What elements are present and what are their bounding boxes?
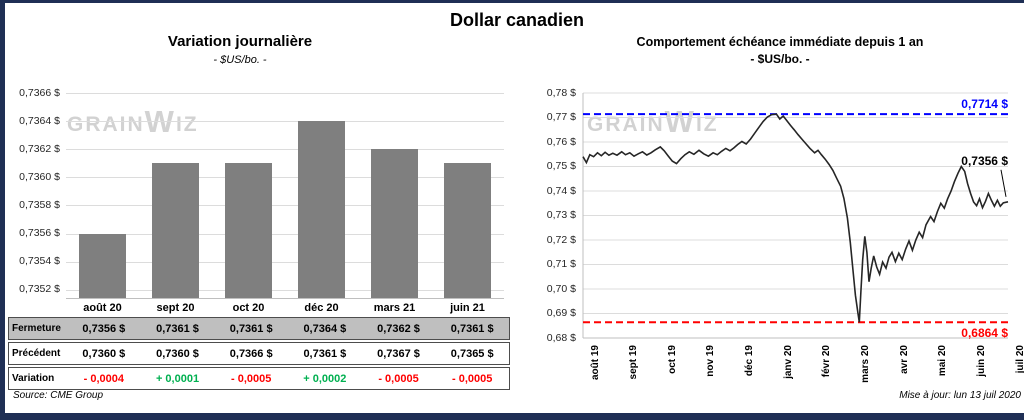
price-series-line [583, 114, 1008, 322]
category-label: oct 20 [212, 302, 285, 314]
last-price-label: 0,7356 $ [938, 154, 1008, 168]
y-tick-label: 0,7362 $ [8, 143, 60, 156]
bar-juin-21 [444, 163, 491, 298]
y-tick-label: 0,7360 $ [8, 171, 60, 184]
gridline [66, 234, 504, 235]
y-tick-label: 0,7358 $ [8, 199, 60, 212]
x-tick-label: mai 20 [937, 345, 948, 420]
table-cell: 0,7364 $ [288, 323, 362, 335]
y-tick-label: 0,70 $ [540, 283, 576, 296]
source-note: Source: CME Group [13, 390, 103, 401]
row-label: Précédent [9, 348, 67, 359]
table-cell: 0,7361 $ [141, 323, 215, 335]
x-tick-label: janv 20 [783, 345, 794, 420]
x-tick-label: oct 19 [667, 345, 678, 420]
row-label: Fermeture [9, 323, 67, 334]
page-title: Dollar canadien [5, 10, 1024, 31]
table-cell: 0,7361 $ [214, 323, 288, 335]
line-chart-title: Comportement échéance immédiate depuis 1… [558, 35, 1002, 49]
x-tick-label: juil 20 [1015, 345, 1024, 420]
y-tick-label: 0,78 $ [540, 87, 576, 100]
table-cell: 0,7356 $ [67, 323, 141, 335]
y-tick-label: 0,7356 $ [8, 227, 60, 240]
category-label: sept 20 [139, 302, 212, 314]
category-label: mars 21 [358, 302, 431, 314]
table-cell: 0,7362 $ [362, 323, 436, 335]
gridline [66, 93, 504, 94]
x-tick-label: juin 20 [976, 345, 987, 420]
gridline [66, 177, 504, 178]
table-cell: + 0,0001 [141, 373, 215, 385]
category-label: juin 21 [431, 302, 504, 314]
table-cell: - 0,0005 [362, 373, 436, 385]
bar-chart: 0,7366 $ 0,7364 $ 0,7362 $ 0,7360 $ 0,7358 $… [8, 81, 512, 321]
x-tick-label: août 19 [590, 345, 601, 420]
category-label: déc 20 [285, 302, 358, 314]
y-tick-label: 0,75 $ [540, 160, 576, 173]
y-tick-label: 0,71 $ [540, 258, 576, 271]
bar-oct-20 [225, 163, 272, 298]
gridline [66, 121, 504, 122]
x-tick-label: sept 19 [628, 345, 639, 420]
x-tick-label: nov 19 [705, 345, 716, 420]
y-tick-label: 0,7366 $ [8, 87, 60, 100]
table-cell: 0,7366 $ [214, 348, 288, 360]
gridline [66, 205, 504, 206]
y-tick-label: 0,7352 $ [8, 283, 60, 296]
resistance-label: 0,7714 $ [938, 97, 1008, 111]
bar-août-20 [79, 234, 126, 298]
y-tick-label: 0,69 $ [540, 307, 576, 320]
table-cell: 0,7360 $ [141, 348, 215, 360]
line-chart-canvas [583, 93, 1008, 338]
table-cell: - 0,0005 [435, 373, 509, 385]
y-tick-label: 0,7364 $ [8, 115, 60, 128]
x-tick-label: mars 20 [860, 345, 871, 420]
x-tick-label: déc 19 [744, 345, 755, 420]
gridline [66, 262, 504, 263]
table-cell: 0,7360 $ [67, 348, 141, 360]
y-tick-label: 0,7354 $ [8, 255, 60, 268]
row-label: Variation [9, 373, 67, 384]
y-tick-label: 0,74 $ [540, 185, 576, 198]
table-cell: + 0,0002 [288, 373, 362, 385]
bar-mars-21 [371, 149, 418, 298]
table-cell: - 0,0004 [67, 373, 141, 385]
table-cell: 0,7361 $ [435, 323, 509, 335]
table-cell: 0,7361 $ [288, 348, 362, 360]
line-chart-subtitle: - $US/bo. - [558, 52, 1002, 66]
line-chart: 0,78 $ 0,77 $ 0,76 $ 0,75 $ 0,74 $ 0,73 $ 0,72… [540, 81, 1019, 395]
table-cell: - 0,0005 [214, 373, 288, 385]
gridline [66, 290, 504, 291]
y-tick-label: 0,73 $ [540, 209, 576, 222]
y-tick-label: 0,72 $ [540, 234, 576, 247]
y-tick-label: 0,68 $ [540, 332, 576, 345]
x-tick-label: févr 20 [821, 345, 832, 420]
bar-sept-20 [152, 163, 199, 298]
bar-chart-title: Variation journalière [60, 33, 420, 50]
x-tick-label: avr 20 [899, 345, 910, 420]
bar-déc-20 [298, 121, 345, 298]
table-cell: 0,7365 $ [435, 348, 509, 360]
support-label: 0,6864 $ [938, 326, 1008, 340]
category-label: août 20 [66, 302, 139, 314]
bar-chart-subtitle: - $US/bo. - [60, 54, 420, 66]
y-tick-label: 0,76 $ [540, 136, 576, 149]
y-tick-label: 0,77 $ [540, 111, 576, 124]
table-row-variation: Variation- 0,0004+ 0,0001- 0,0005+ 0,000… [8, 367, 510, 390]
table-cell: 0,7367 $ [362, 348, 436, 360]
x-axis-line [66, 298, 504, 299]
gridline [66, 149, 504, 150]
leader-line [1001, 170, 1006, 197]
